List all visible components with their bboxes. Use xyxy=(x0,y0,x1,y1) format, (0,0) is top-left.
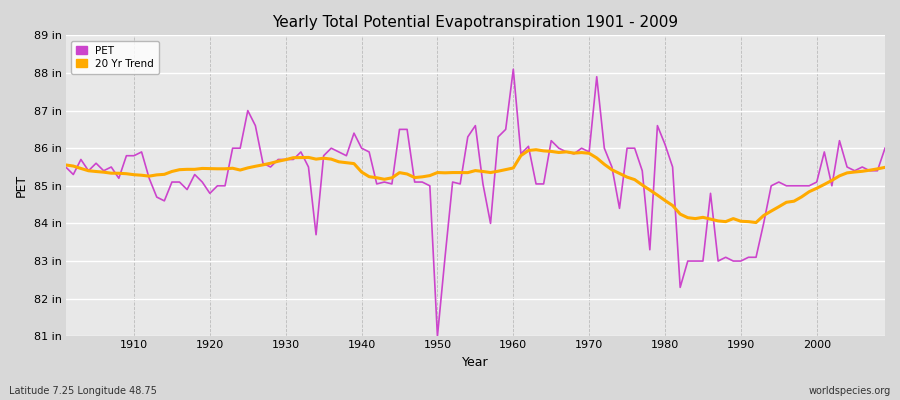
PET xyxy=(516,152,526,156)
PET xyxy=(333,150,344,154)
20 Yr Trend xyxy=(879,165,890,170)
20 Yr Trend xyxy=(531,147,542,152)
PET xyxy=(879,146,890,150)
Legend: PET, 20 Yr Trend: PET, 20 Yr Trend xyxy=(71,40,158,74)
20 Yr Trend xyxy=(288,155,299,160)
20 Yr Trend xyxy=(60,162,71,167)
20 Yr Trend xyxy=(751,220,761,225)
Line: 20 Yr Trend: 20 Yr Trend xyxy=(66,150,885,222)
Line: PET: PET xyxy=(66,69,885,336)
PET xyxy=(288,157,299,162)
Text: Latitude 7.25 Longitude 48.75: Latitude 7.25 Longitude 48.75 xyxy=(9,386,157,396)
X-axis label: Year: Year xyxy=(462,356,489,369)
Title: Yearly Total Potential Evapotranspiration 1901 - 2009: Yearly Total Potential Evapotranspiratio… xyxy=(273,15,679,30)
20 Yr Trend xyxy=(333,160,344,164)
20 Yr Trend xyxy=(607,167,617,172)
PET xyxy=(523,144,534,149)
PET xyxy=(614,206,625,211)
20 Yr Trend xyxy=(121,171,131,176)
Text: worldspecies.org: worldspecies.org xyxy=(809,386,891,396)
PET xyxy=(432,334,443,339)
PET xyxy=(60,164,71,169)
20 Yr Trend xyxy=(508,166,518,170)
PET xyxy=(508,67,518,72)
20 Yr Trend xyxy=(500,167,511,172)
Y-axis label: PET: PET xyxy=(15,174,28,197)
PET xyxy=(121,153,131,158)
